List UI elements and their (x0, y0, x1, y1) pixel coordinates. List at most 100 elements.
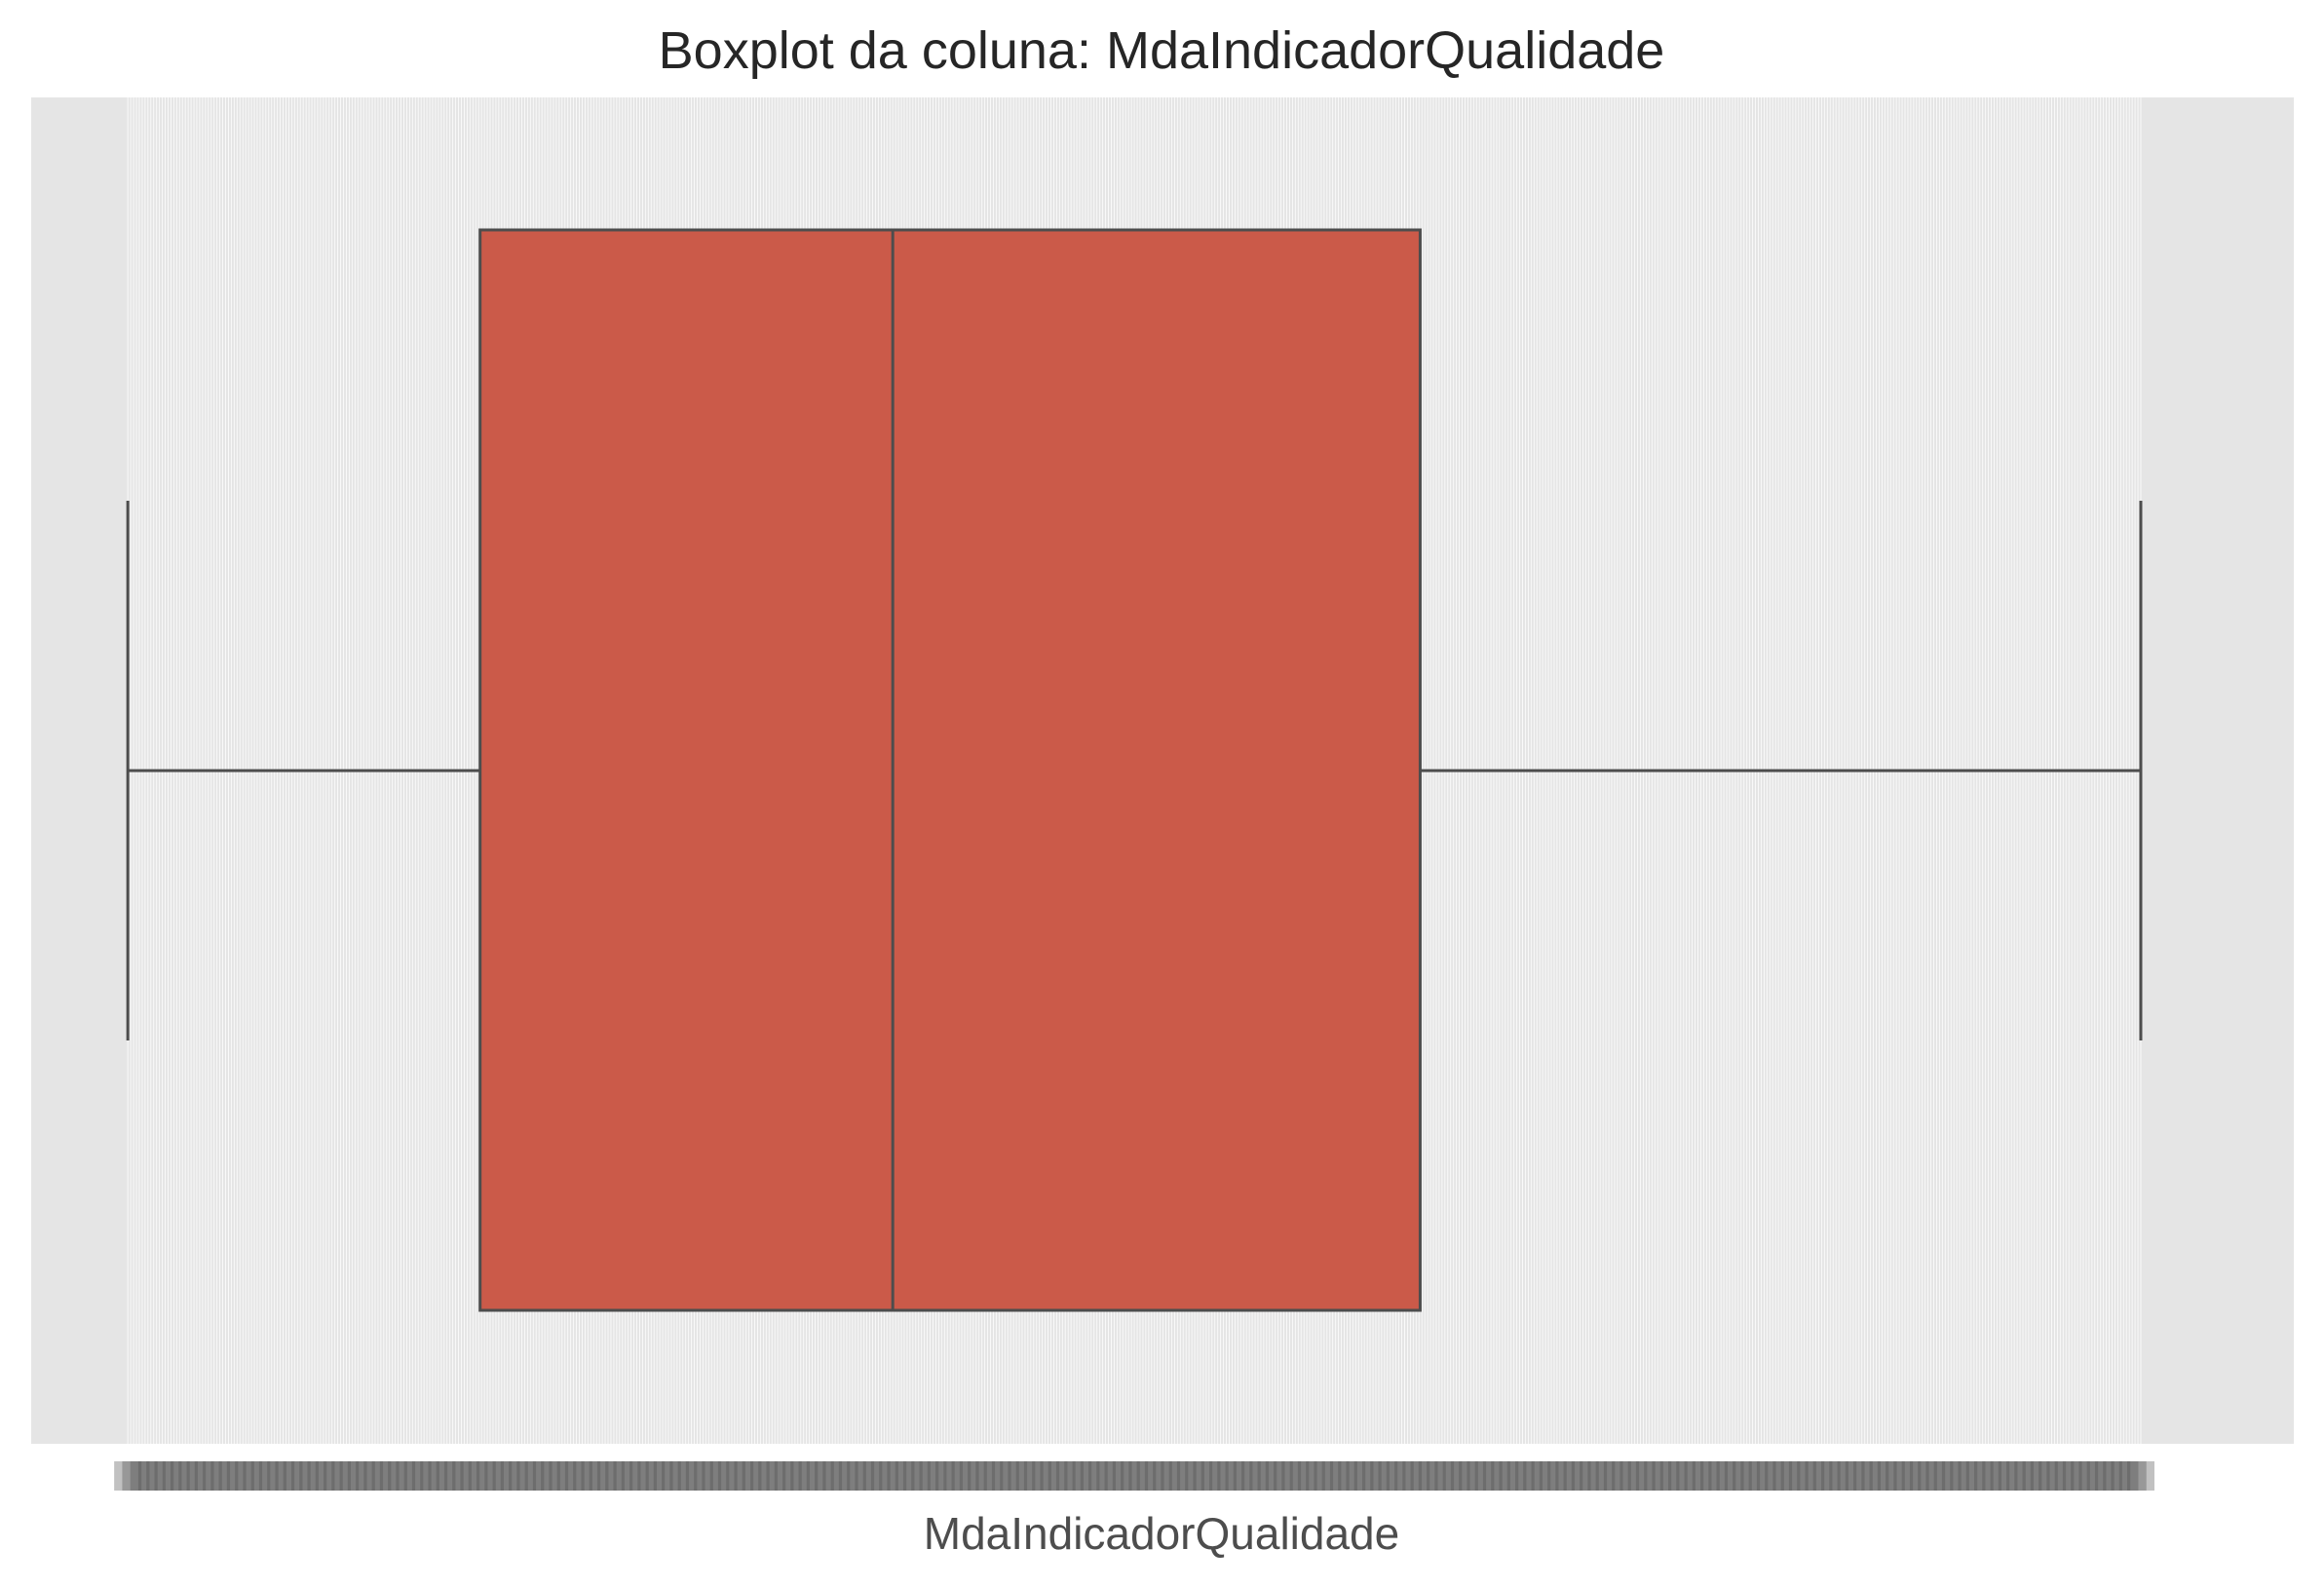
x-tick-label (500, 1461, 528, 1491)
x-tick-label (1918, 1461, 1946, 1491)
x-tick-label (1547, 1461, 1576, 1491)
x-tick-label (516, 1461, 545, 1491)
x-tick-label (1000, 1461, 1028, 1491)
x-tick-label (653, 1461, 681, 1491)
x-tick-label (403, 1461, 432, 1491)
x-tick-label (1531, 1461, 1559, 1491)
x-tick-labels (114, 1461, 2154, 1491)
x-tick-label (1603, 1461, 1631, 1491)
x-tick-label (1015, 1461, 1044, 1491)
x-tick-label (830, 1461, 858, 1491)
x-tick-label (1973, 1461, 2001, 1491)
x-tick-label (1427, 1461, 1455, 1491)
x-tick-label (1837, 1461, 1865, 1491)
x-axis-label: MdaIndicadorQualidade (924, 1508, 1399, 1559)
x-tick-label (1933, 1461, 1962, 1491)
x-tick-label (178, 1461, 207, 1491)
x-tick-label (1514, 1461, 1543, 1491)
x-tick-label (411, 1461, 439, 1491)
x-tick-label (1724, 1461, 1752, 1491)
x-tick-label (154, 1461, 182, 1491)
x-tick-label (621, 1461, 649, 1491)
x-tick-label (1684, 1461, 1712, 1491)
x-tick-label (1941, 1461, 1969, 1491)
x-tick-label (468, 1461, 496, 1491)
x-tick-label (452, 1461, 480, 1491)
x-tick-label (162, 1461, 190, 1491)
x-tick-label (556, 1461, 585, 1491)
x-tick-label (1370, 1461, 1398, 1491)
x-tick-label (2078, 1461, 2107, 1491)
x-tick-label (363, 1461, 392, 1491)
x-tick-label (1635, 1461, 1663, 1491)
x-tick-label (1659, 1461, 1688, 1491)
x-tick-label (541, 1461, 569, 1491)
x-tick-label (1820, 1461, 1848, 1491)
x-tick-label (210, 1461, 239, 1491)
x-tick-label (388, 1461, 416, 1491)
x-tick-label (186, 1461, 214, 1491)
x-tick-label (2071, 1461, 2099, 1491)
x-tick-label (299, 1461, 327, 1491)
x-tick-label (1587, 1461, 1616, 1491)
x-tick-label (258, 1461, 286, 1491)
x-tick-label (1909, 1461, 1937, 1491)
x-tick-label (290, 1461, 319, 1491)
x-tick-label (702, 1461, 730, 1491)
x-tick-label (379, 1461, 407, 1491)
x-tick-label (460, 1461, 488, 1491)
x-tick-label (2094, 1461, 2122, 1491)
x-tick-label (1200, 1461, 1229, 1491)
x-tick-label (1314, 1461, 1342, 1491)
x-tick-label (1233, 1461, 1261, 1491)
x-tick-label (1491, 1461, 1519, 1491)
x-tick-label (1281, 1461, 1310, 1491)
x-tick-label (2014, 1461, 2042, 1491)
x-tick-label (1104, 1461, 1132, 1491)
x-tick-label (1812, 1461, 1841, 1491)
x-tick-label (218, 1461, 247, 1491)
x-tick-label (1088, 1461, 1117, 1491)
x-tick-label (122, 1461, 150, 1491)
x-tick-label (1482, 1461, 1510, 1491)
x-tick-label (677, 1461, 705, 1491)
x-tick-label (662, 1461, 690, 1491)
x-tick-label (171, 1461, 199, 1491)
x-tick-label (862, 1461, 891, 1491)
x-tick-label (1523, 1461, 1551, 1491)
x-tick-label (1580, 1461, 1608, 1491)
x-tick-label (1040, 1461, 1068, 1491)
x-tick-label (1612, 1461, 1640, 1491)
x-tick-label (573, 1461, 601, 1491)
x-tick-label (1950, 1461, 1978, 1491)
x-tick-label (629, 1461, 658, 1491)
x-tick-label (1805, 1461, 1833, 1491)
x-tick-label (1765, 1461, 1793, 1491)
x-tick-label (1563, 1461, 1591, 1491)
x-tick-label (250, 1461, 279, 1491)
x-tick-label (1353, 1461, 1382, 1491)
x-tick-label (975, 1461, 1004, 1491)
x-tick-label (959, 1461, 987, 1491)
x-tick-label (1708, 1461, 1736, 1491)
x-tick-label (1893, 1461, 1922, 1491)
x-tick-label (1168, 1461, 1197, 1491)
x-tick-label (1023, 1461, 1051, 1491)
x-tick-label (1274, 1461, 1302, 1491)
x-tick-label (2086, 1461, 2114, 1491)
x-tick-label (581, 1461, 609, 1491)
x-tick-label (1555, 1461, 1583, 1491)
x-tick-label (1990, 1461, 2018, 1491)
x-tick-label (1257, 1461, 1285, 1491)
x-tick-label (1338, 1461, 1366, 1491)
x-tick-label (1072, 1461, 1100, 1491)
x-tick-label (1982, 1461, 2010, 1491)
x-tick-label (685, 1461, 713, 1491)
x-tick-label (1249, 1461, 1277, 1491)
x-tick-label (1048, 1461, 1076, 1491)
x-tick-label (532, 1461, 560, 1491)
x-tick-label (1539, 1461, 1567, 1491)
x-tick-label (1225, 1461, 1253, 1491)
x-tick-label (1619, 1461, 1648, 1491)
x-tick-label (509, 1461, 537, 1491)
